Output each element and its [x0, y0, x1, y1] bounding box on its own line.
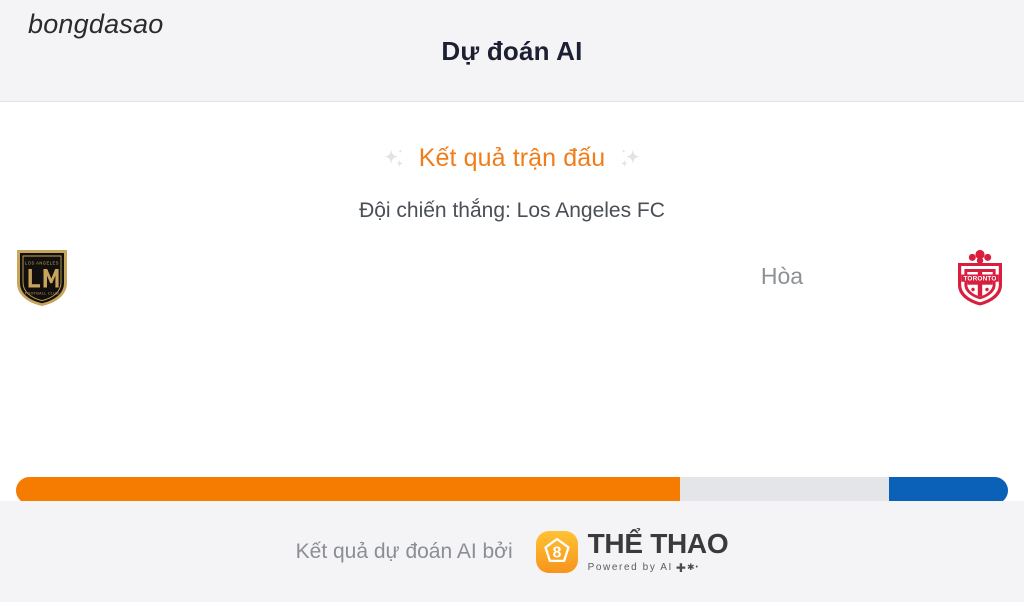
card-body: Kết quả trận đấu Đội chiến thắng: Los An…: [0, 102, 1024, 559]
teams-row: LOS ANGELES FOOTBALL CLUB Hòa: [0, 247, 1024, 317]
home-team-logo-lafc: LOS ANGELES FOOTBALL CLUB: [14, 247, 70, 309]
brand-name: THỂ THAO: [587, 527, 729, 559]
brand-tagline-row: Powered by AI ✚ ✱ •: [588, 562, 698, 574]
svg-text:8: 8: [552, 544, 561, 561]
brand-logo[interactable]: 8 THỂ THAO Powered by AI ✚ ✱ •: [535, 527, 729, 574]
brand-tagline: Powered by AI: [587, 561, 673, 573]
site-watermark: bongdasao: [28, 9, 164, 39]
bar-segment-away: [889, 477, 1008, 504]
card-footer: Kết quả dự đoán AI bởi 8 THỂ THAO: [0, 501, 1024, 602]
page-title: Dự đoán AI: [441, 36, 583, 66]
probability-bar: [16, 477, 1008, 504]
brand-wordmark: THỂ THAO Powered by AI ✚ ✱ •: [587, 527, 729, 574]
footer-credit-text: Kết quả dự đoán AI bởi: [295, 539, 513, 563]
card-header: bongdasao Dự đoán AI: [0, 0, 1024, 102]
sparkle-icon: [381, 146, 407, 172]
section-title-row: Kết quả trận đấu: [0, 102, 1024, 173]
section-title: Kết quả trận đấu: [418, 144, 606, 172]
tagline-sparkle-icon: ✚ ✱ •: [675, 560, 698, 575]
sparkle-icon: [617, 146, 643, 172]
svg-text:TORONTO: TORONTO: [963, 276, 996, 283]
predicted-winner: Đội chiến thắng: Los Angeles FC: [359, 199, 665, 222]
away-team-logo-toronto: TORONTO: [952, 247, 1008, 309]
svg-text:FOOTBALL CLUB: FOOTBALL CLUB: [25, 292, 60, 296]
brand-mark-icon: 8: [535, 530, 579, 574]
svg-text:LOS ANGELES: LOS ANGELES: [25, 261, 59, 266]
bar-segment-home: [16, 477, 681, 504]
draw-label: Hòa: [760, 263, 804, 289]
bar-segment-draw: [680, 477, 890, 504]
